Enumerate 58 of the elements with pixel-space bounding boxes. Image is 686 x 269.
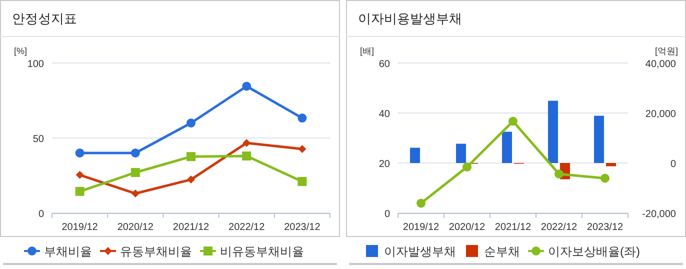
bar [456, 144, 466, 163]
point [298, 144, 306, 153]
y2-tick-label: -20,000 [642, 209, 676, 220]
bar [594, 116, 604, 163]
y-tick-label: 60 [378, 59, 390, 70]
point [242, 152, 252, 160]
x-tick-label: 2022/12 [540, 222, 578, 233]
point [600, 174, 610, 183]
y-tick-label: 0 [384, 209, 390, 220]
y2-tick-label: 40,000 [645, 59, 676, 70]
point [75, 148, 84, 158]
y-tick-label: 40 [378, 109, 390, 120]
x-tick-label: 2020/12 [448, 222, 486, 233]
point [130, 168, 140, 177]
x-tick-label: 2022/12 [228, 222, 266, 233]
x-tick-label: 2023/12 [586, 222, 624, 233]
x-tick-label: 2020/12 [117, 222, 154, 233]
bar [502, 132, 512, 163]
point [298, 114, 307, 123]
legend-label: 비유동부채비율 [220, 244, 304, 258]
y2-tick-label: 20,000 [645, 109, 676, 120]
bar [606, 163, 616, 166]
bar [548, 100, 558, 163]
legend-label: 이자보상배율(좌) [548, 244, 640, 258]
x-tick-label: 2019/12 [402, 222, 440, 233]
point [554, 170, 564, 178]
legend-label: 순부채 [484, 244, 520, 258]
point [508, 116, 518, 126]
x-tick-label: 2023/12 [284, 222, 321, 233]
chart-title: 이자비용발생부채 [358, 11, 462, 26]
point [187, 176, 195, 184]
y-tick-label: 50 [32, 134, 44, 145]
y-tick-label: 20 [378, 159, 390, 170]
legend-label: 유동부채비율 [120, 244, 192, 258]
point [75, 186, 84, 196]
point [242, 82, 252, 91]
y-tick-label: 100 [27, 59, 44, 70]
point [130, 148, 140, 158]
y-tick-label: 0 [38, 209, 44, 220]
point [76, 170, 84, 179]
point [131, 190, 140, 198]
y2-axis-title: [억원] [654, 46, 678, 56]
x-tick-label: 2021/12 [494, 222, 532, 233]
point [298, 177, 307, 186]
y-axis-title: [배] [360, 46, 374, 56]
point [416, 198, 426, 208]
y2-tick-label: 0 [670, 159, 676, 170]
point [242, 138, 251, 147]
y-axis-title: [%] [14, 46, 28, 56]
x-tick-label: 2019/12 [62, 222, 98, 233]
x-tick-label: 2021/12 [172, 222, 210, 233]
point [462, 162, 472, 172]
bar [410, 148, 420, 163]
point [186, 118, 196, 128]
point [186, 152, 196, 162]
legend-label: 이자발생부채 [384, 244, 456, 258]
chart-title: 안정성지표 [12, 11, 77, 26]
legend-label: 부채비율 [44, 244, 92, 258]
